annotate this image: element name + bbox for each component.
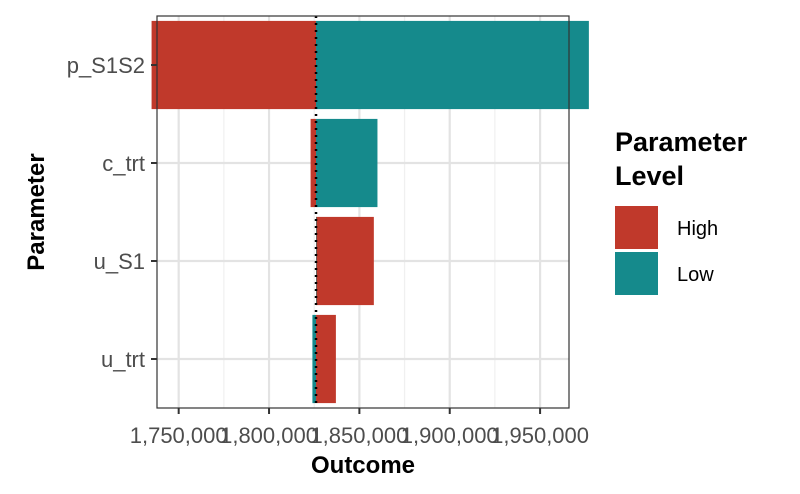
x-tick-label: 1,950,000 [491, 423, 589, 448]
y-tick-label: u_S1 [94, 249, 145, 274]
legend-swatch-low [615, 252, 658, 295]
x-tick-label: 1,750,000 [130, 423, 228, 448]
legend-title-line2: Level [615, 161, 684, 191]
legend-label-high: High [677, 218, 718, 240]
x-tick-label: 1,800,000 [220, 423, 318, 448]
bar-high-c_trt [310, 118, 317, 208]
panel-border [156, 15, 570, 409]
legend: Parameter Level High Low [615, 127, 748, 295]
y-axis-title: Parameter [23, 153, 50, 270]
legend-label-low: Low [677, 264, 714, 286]
y-tick-label: p_S1S2 [67, 53, 145, 78]
y-tick-label: c_trt [102, 151, 145, 176]
legend-swatch-high [615, 206, 658, 249]
bar-low-c_trt [316, 118, 378, 208]
y-tick-label: u_trt [101, 347, 145, 372]
legend-title-line1: Parameter [615, 127, 748, 157]
legend-items: High Low [615, 206, 718, 295]
x-tick-label: 1,850,000 [310, 423, 408, 448]
bar-high-u_trt [316, 314, 336, 404]
x-axis: 1,750,0001,800,0001,850,0001,900,0001,95… [130, 408, 589, 448]
x-axis-title: Outcome [311, 452, 415, 479]
bar-low-u_trt [312, 314, 317, 404]
y-axis: p_S1S2 c_trt u_S1 u_trt [67, 53, 157, 372]
bar-high-u_S1 [316, 216, 374, 306]
bar-low-p_S1S2 [316, 20, 589, 110]
x-tick-label: 1,900,000 [401, 423, 499, 448]
bar-high-p_S1S2 [151, 20, 317, 110]
bars [151, 20, 589, 404]
